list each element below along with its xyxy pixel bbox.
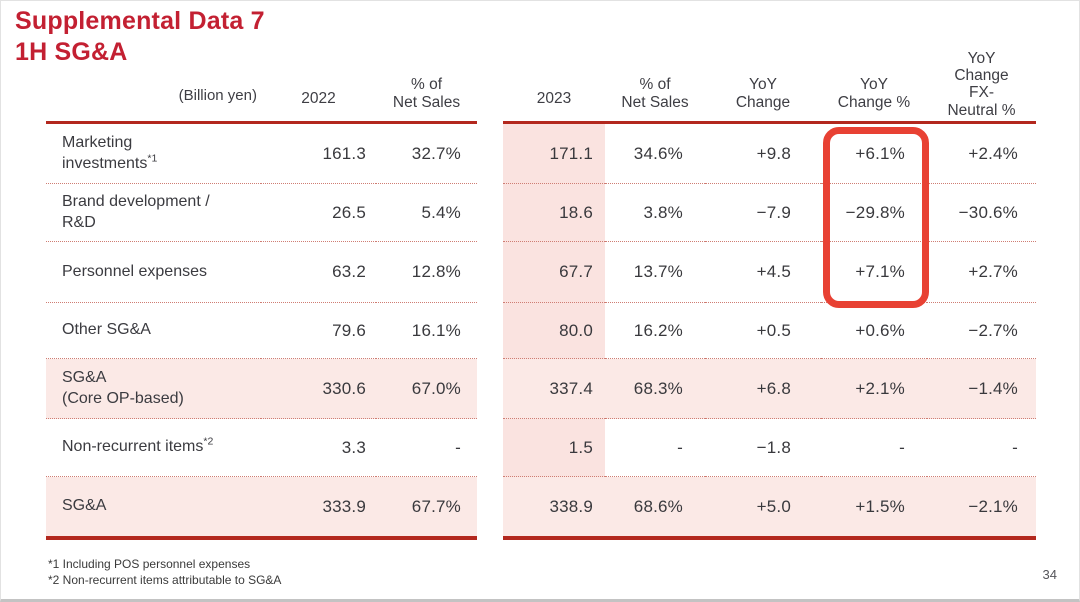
value-cell: - [376,419,477,477]
column-gap [477,359,503,419]
row-label-text: Marketing investments [62,134,148,172]
row-label: Other SG&A [46,303,261,359]
value-cell: 1.5 [503,419,605,477]
value-cell: 16.1% [376,303,477,359]
row-label: Brand development / R&D [46,184,261,242]
value-cell: 3.8% [605,184,705,242]
footnote-2: *2 Non-recurrent items attributable to S… [48,573,282,587]
footnote-marker: *2 [203,435,214,448]
value-cell: 12.8% [376,242,477,303]
row-label-wrap: Other SG&A [62,320,151,340]
value-cell: 80.0 [503,303,605,359]
column-gap [477,419,503,477]
row-label-wrap: Non-recurrent items*2 [62,437,213,457]
page-title-block: Supplemental Data 7 1H SG&A [15,6,265,68]
value-cell: −7.9 [705,184,821,242]
value-cell: −2.7% [927,303,1036,359]
value-cell: 68.3% [605,359,705,419]
value-cell: 67.7% [376,477,477,540]
footnote-1: *1 Including POS personnel expenses [48,557,251,571]
row-label-text: Non-recurrent items [62,438,204,456]
row-label-text: SG&A (Core OP-based) [62,369,184,407]
value-cell: 67.0% [376,359,477,419]
row-label-text: Personnel expenses [62,262,207,280]
value-cell: +5.0 [705,477,821,540]
row-label-text: Brand development / R&D [62,193,210,231]
value-cell: 79.6 [261,303,376,359]
column-header: 2022 [261,52,376,124]
column-gap [477,184,503,242]
value-cell: +1.5% [821,477,927,540]
row-label-wrap: Brand development / R&D [62,192,210,233]
value-cell: 5.4% [376,184,477,242]
value-cell: 32.7% [376,124,477,184]
value-cell: 3.3 [261,419,376,477]
value-cell: −30.6% [927,184,1036,242]
column-header: YoY Change % [821,52,927,124]
row-label-wrap: SG&A (Core OP-based) [62,368,184,409]
value-cell: 171.1 [503,124,605,184]
value-cell: 16.2% [605,303,705,359]
value-cell: 67.7 [503,242,605,303]
value-cell: 34.6% [605,124,705,184]
row-label-wrap: SG&A [62,496,106,516]
value-cell: - [927,419,1036,477]
value-cell: - [605,419,705,477]
footnotes: *1 Including POS personnel expenses *2 N… [48,556,281,588]
column-gap [477,303,503,359]
value-cell: +2.4% [927,124,1036,184]
column-header: YoY Change FX- Neutral % [927,50,1036,124]
page-subtitle: 1H SG&A [15,38,128,66]
row-label: SG&A (Core OP-based) [46,359,261,419]
value-cell: 161.3 [261,124,376,184]
row-label-text: Other SG&A [62,321,151,339]
value-cell: +9.8 [705,124,821,184]
value-cell: +4.5 [705,242,821,303]
value-cell: +2.7% [927,242,1036,303]
column-gap [477,124,503,184]
row-label: Non-recurrent items*2 [46,419,261,477]
sga-data-table: (Billion yen) 2022% of Net Sales 2023% of … [46,50,1036,540]
row-label-wrap: Marketing investments*1 [62,133,157,174]
row-label-text: SG&A [62,497,107,515]
value-cell: 26.5 [261,184,376,242]
column-header: % of Net Sales [605,52,705,124]
value-cell: 337.4 [503,359,605,419]
value-cell: 333.9 [261,477,376,540]
page-title: Supplemental Data 7 [15,7,265,35]
row-label: Personnel expenses [46,242,261,303]
value-cell: +0.5 [705,303,821,359]
page-number: 34 [1042,567,1057,582]
column-gap [477,477,503,540]
column-header: 2023 [503,52,605,124]
value-cell: 338.9 [503,477,605,540]
value-cell: - [821,419,927,477]
value-cell: 18.6 [503,184,605,242]
value-cell: 63.2 [261,242,376,303]
value-cell: +6.1% [821,124,927,184]
value-cell: +0.6% [821,303,927,359]
value-cell: −1.8 [705,419,821,477]
value-cell: +7.1% [821,242,927,303]
column-gap [477,52,503,124]
column-gap [477,242,503,303]
row-label-wrap: Personnel expenses [62,262,207,282]
column-header: % of Net Sales [376,52,477,124]
row-label: Marketing investments*1 [46,124,261,184]
value-cell: 330.6 [261,359,376,419]
value-cell: −1.4% [927,359,1036,419]
footnote-marker: *1 [147,152,158,165]
value-cell: 13.7% [605,242,705,303]
value-cell: −29.8% [821,184,927,242]
value-cell: +6.8 [705,359,821,419]
row-label: SG&A [46,477,261,540]
value-cell: +2.1% [821,359,927,419]
value-cell: 68.6% [605,477,705,540]
value-cell: −2.1% [927,477,1036,540]
unit-label: (Billion yen) [46,52,261,124]
column-header: YoY Change [705,52,821,124]
